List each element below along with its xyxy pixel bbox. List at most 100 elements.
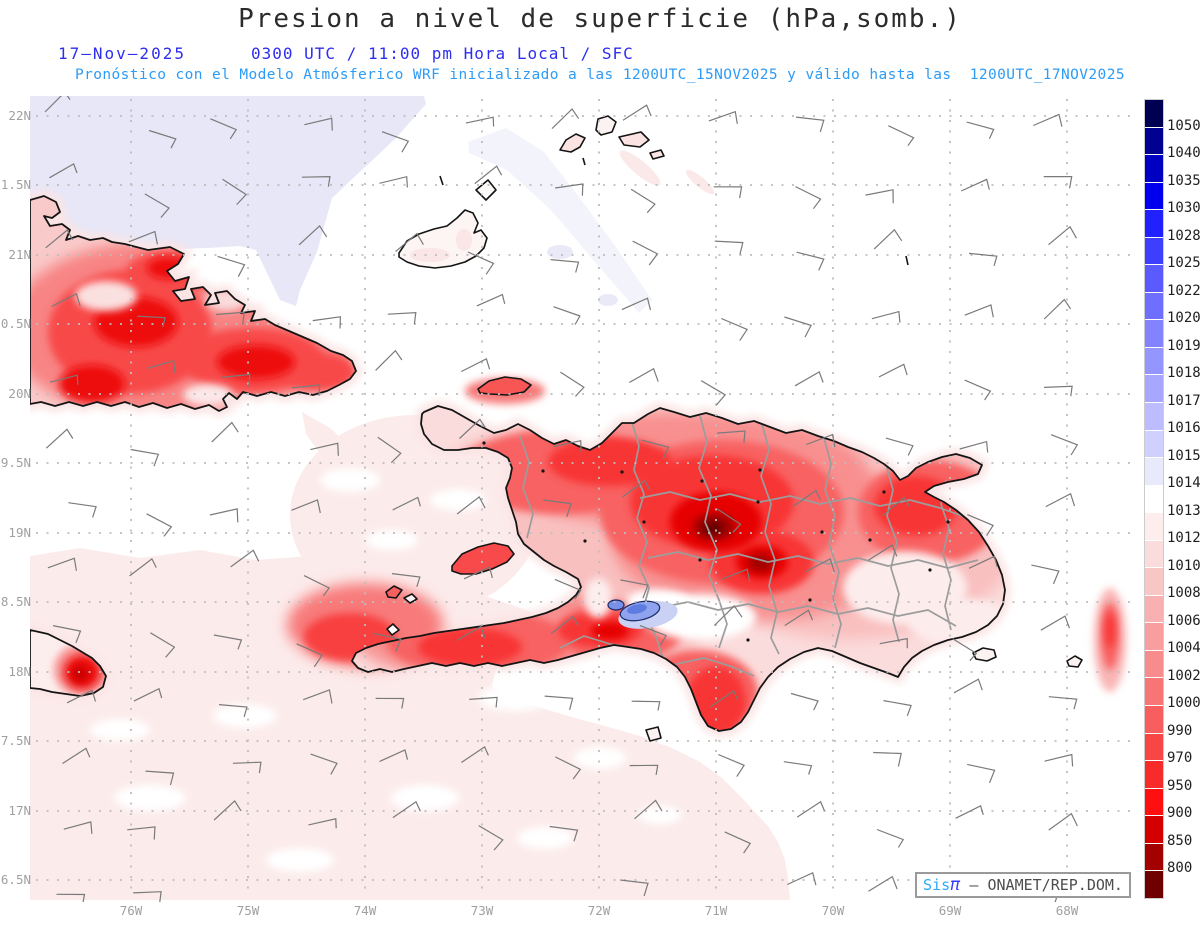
- wind-barb: [796, 251, 825, 271]
- wind-barb: [544, 695, 574, 711]
- colorbar-segment: [1145, 100, 1163, 127]
- gonave-island: [451, 542, 515, 575]
- wind-barb: [62, 747, 91, 765]
- colorbar-segment: [1145, 843, 1163, 871]
- lat-tick-label: 7.5N: [0, 733, 31, 748]
- colorbar-segment: [1145, 155, 1163, 182]
- colorbar-segment: [1145, 568, 1163, 595]
- wind-barb: [209, 508, 239, 523]
- wind-barb: [629, 367, 659, 384]
- wind-barb: [713, 186, 743, 199]
- colorbar-tick-label: 1020: [1167, 310, 1200, 327]
- colorbar-tick-label: 1030: [1167, 200, 1200, 217]
- wind-barb: [882, 496, 910, 516]
- lat-tick-label: 21N: [8, 247, 31, 262]
- colorbar-tick-label: 1019: [1167, 337, 1200, 354]
- wind-barb: [127, 826, 156, 840]
- wind-barb: [145, 770, 175, 786]
- wind-barb: [968, 555, 998, 569]
- wind-barb: [133, 891, 162, 902]
- colorbar-tick-label: 1035: [1167, 172, 1200, 189]
- colorbar-segment: [1145, 403, 1163, 430]
- wind-barb: [888, 125, 915, 147]
- ile-a-vache-island: [403, 593, 418, 604]
- colorbar-segment: [1145, 347, 1163, 375]
- cay-mark: [439, 175, 444, 186]
- wind-barb: [714, 240, 744, 255]
- wind-barb: [303, 575, 331, 597]
- cayemites-island: [385, 585, 403, 599]
- colorbar-segment: [1145, 513, 1163, 540]
- wind-barb: [632, 240, 659, 266]
- wind-barb: [133, 687, 163, 702]
- wind-barb: [1043, 176, 1073, 189]
- wind-barb: [213, 634, 243, 650]
- wind-barb: [45, 229, 74, 249]
- wind-barb: [783, 761, 813, 775]
- wind-barb: [463, 566, 493, 580]
- turks-caicos-island: [618, 131, 650, 148]
- lon-tick-label: 74W: [353, 903, 377, 918]
- wind-barb: [150, 632, 176, 658]
- colorbar-tick-label: 1002: [1167, 667, 1200, 684]
- colorbar-segment: [1145, 458, 1163, 485]
- colorbar-tick-label: 850: [1167, 832, 1193, 849]
- lon-tick-label: 69W: [938, 903, 962, 918]
- colorbar-tick-label: 1014: [1167, 475, 1200, 492]
- wind-barb: [1044, 385, 1073, 397]
- colorbar-segment: [1145, 127, 1163, 155]
- colorbar-segment: [1145, 210, 1163, 237]
- wind-barb: [879, 637, 908, 649]
- colorbar-segment: [1145, 623, 1163, 650]
- wind-barb: [639, 625, 667, 646]
- wind-barb: [622, 479, 651, 498]
- wind-barb: [1031, 564, 1060, 585]
- wind-barb: [68, 502, 97, 518]
- wind-barb: [967, 514, 994, 536]
- wind-barb: [1048, 225, 1078, 246]
- wind-barb: [302, 689, 333, 704]
- colorbar-segment: [1145, 540, 1163, 568]
- wind-barb: [629, 764, 659, 775]
- wind-barb: [720, 568, 751, 583]
- colorbar-segment: [1145, 182, 1163, 210]
- colorbar-tick-label: 1008: [1167, 585, 1200, 602]
- beata-island: [645, 726, 662, 742]
- wind-barb: [49, 163, 78, 179]
- colorbar-segment: [1145, 320, 1163, 347]
- pi-symbol-icon: π: [950, 874, 961, 895]
- wind-barb: [232, 761, 262, 774]
- wind-barb: [56, 893, 86, 902]
- colorbar-segment: [1145, 761, 1163, 788]
- colorbar-tick-label: 900: [1167, 805, 1193, 822]
- wind-barb: [312, 316, 342, 329]
- colorbar-segment: [1145, 650, 1163, 678]
- wind-barb: [620, 579, 649, 599]
- wind-barb: [222, 178, 248, 206]
- lat-tick-label: 8.5N: [0, 594, 31, 609]
- colorbar-segment: [1145, 595, 1163, 623]
- wind-barb: [392, 800, 421, 819]
- colorbar-tick-label: 1012: [1167, 530, 1200, 547]
- lake-enriquillo: [607, 599, 678, 629]
- wind-barb: [375, 349, 403, 371]
- colorbar-segment: [1145, 706, 1163, 733]
- wind-barb: [784, 609, 814, 627]
- lon-tick-label: 75W: [236, 903, 260, 918]
- colorbar-tick-label: 1015: [1167, 447, 1200, 464]
- station-dots: [482, 441, 950, 642]
- wind-barb: [1040, 615, 1071, 631]
- wind-barb: [805, 558, 835, 573]
- wind-barb: [476, 293, 506, 307]
- lat-tick-label: 9.5N: [0, 455, 31, 470]
- little-inagua-island: [475, 179, 497, 201]
- wind-barb: [375, 697, 405, 709]
- colorbar-tick-label: 1010: [1167, 557, 1200, 574]
- wind-barb: [301, 175, 331, 187]
- lat-tick-label: 0.5N: [0, 316, 31, 331]
- wind-barb: [45, 428, 74, 449]
- wind-barb: [876, 828, 905, 848]
- wind-barb: [630, 188, 656, 214]
- high-pressure-shading: [30, 96, 652, 313]
